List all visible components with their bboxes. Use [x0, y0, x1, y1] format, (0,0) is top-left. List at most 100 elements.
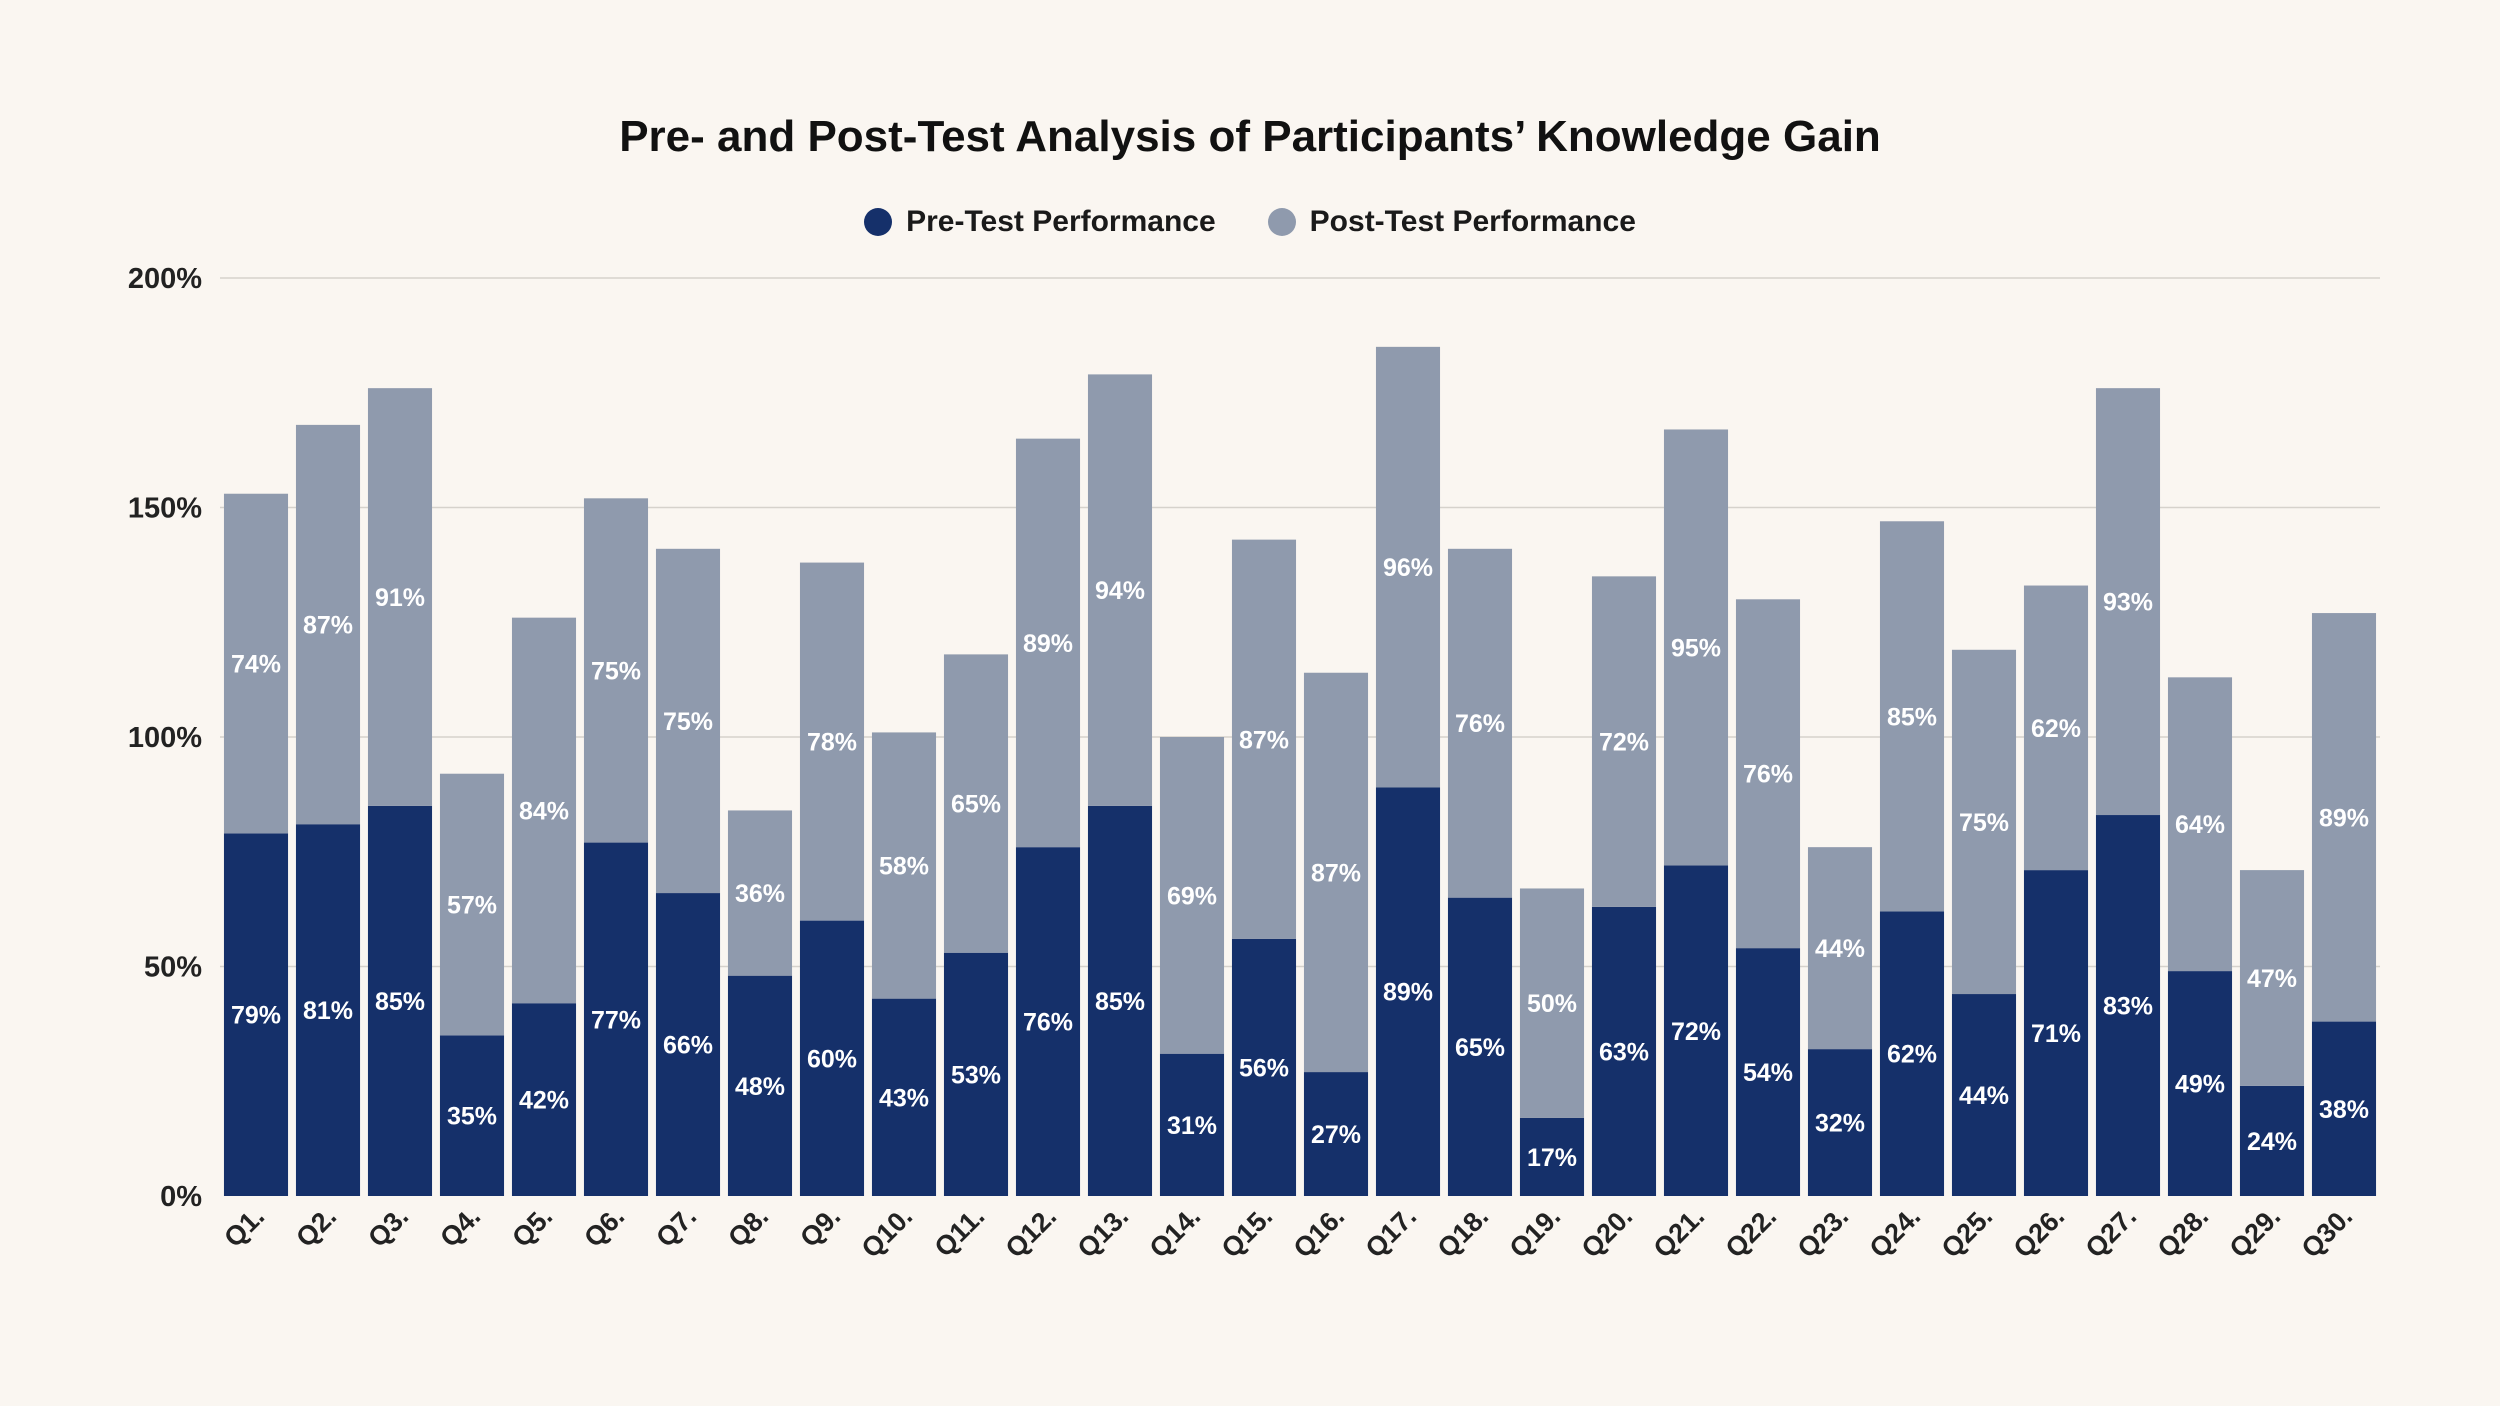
legend-label-post-test: Post-Test Performance [1309, 205, 1636, 238]
bar-pre-test [1663, 865, 1729, 1196]
bar-post-test [943, 654, 1009, 953]
data-label-post-test: 93% [2103, 589, 2153, 617]
data-label-pre-test: 63% [1599, 1038, 1649, 1066]
data-label-post-test: 74% [231, 651, 281, 679]
x-tick-label: Q3. [362, 1201, 414, 1253]
bar-post-test [1663, 429, 1729, 866]
x-tick-label: Q20. [1576, 1201, 1639, 1264]
bar-post-test [799, 562, 865, 921]
data-label-post-test: 94% [1095, 577, 1145, 605]
data-label-pre-test: 35% [447, 1103, 497, 1131]
bar-pre-test [871, 998, 937, 1196]
x-tick-label: Q14. [1144, 1201, 1207, 1264]
data-label-post-test: 84% [519, 797, 569, 825]
y-tick-label: 200% [128, 263, 202, 295]
bar-pre-test [1519, 1117, 1585, 1196]
bar-post-test [727, 810, 793, 976]
bar-post-test [1591, 576, 1657, 907]
data-label-post-test: 57% [447, 892, 497, 920]
bar-pre-test [439, 1035, 505, 1196]
legend-label-pre-test: Pre-Test Performance [906, 205, 1216, 238]
bar-post-test [871, 732, 937, 999]
bar-post-test [655, 548, 721, 894]
y-tick-label: 100% [128, 722, 202, 754]
legend-item-pre-test[interactable]: Pre-Test Performance [864, 205, 1216, 239]
data-label-post-test: 96% [1383, 554, 1433, 582]
x-tick-label: Q27. [2080, 1201, 2143, 1264]
data-label-pre-test: 85% [1095, 988, 1145, 1016]
data-label-pre-test: 42% [519, 1087, 569, 1115]
x-tick-label: Q11. [929, 1201, 991, 1263]
data-label-post-test: 65% [951, 791, 1001, 819]
bar-post-test [2311, 613, 2377, 1022]
x-tick-label: Q13. [1072, 1201, 1135, 1264]
data-label-pre-test: 85% [375, 988, 425, 1016]
data-label-post-test: 85% [1887, 703, 1937, 731]
x-tick-label: Q29. [2224, 1201, 2287, 1264]
data-label-post-test: 62% [2031, 715, 2081, 743]
x-tick-label: Q4. [434, 1201, 486, 1253]
x-tick-label: Q5. [506, 1201, 558, 1253]
data-label-post-test: 75% [591, 657, 641, 685]
bar-post-test [2095, 388, 2161, 816]
data-label-post-test: 78% [807, 729, 857, 757]
bar-pre-test [223, 833, 289, 1196]
data-label-pre-test: 60% [807, 1045, 857, 1073]
legend-swatch-post-test [1267, 208, 1296, 236]
bar-post-test [2023, 585, 2089, 871]
x-tick-label: Q24. [1864, 1201, 1927, 1264]
data-label-post-test: 91% [375, 584, 425, 612]
bar-pre-test [583, 842, 649, 1196]
x-tick-label: Q23. [1792, 1201, 1855, 1264]
bar-pre-test [2167, 971, 2233, 1196]
data-label-pre-test: 24% [2247, 1128, 2297, 1156]
bar-pre-test [1159, 1053, 1225, 1196]
x-tick-label: Q21. [1648, 1201, 1711, 1264]
x-tick-label: Q22. [1720, 1201, 1783, 1264]
bar-pre-test [1231, 938, 1297, 1196]
bar-pre-test [1879, 911, 1945, 1196]
data-label-pre-test: 49% [2175, 1071, 2225, 1099]
x-tick-label: Q18. [1432, 1201, 1495, 1264]
x-tick-label: Q19. [1504, 1201, 1567, 1264]
x-tick-label: Q30. [2296, 1201, 2359, 1264]
data-label-post-test: 87% [1239, 726, 1289, 754]
bar-post-test [1879, 521, 1945, 912]
data-label-post-test: 75% [663, 708, 713, 736]
data-label-pre-test: 43% [879, 1084, 929, 1112]
data-label-post-test: 58% [879, 853, 929, 881]
bar-post-test [223, 493, 289, 834]
data-label-pre-test: 81% [303, 997, 353, 1025]
data-label-pre-test: 66% [663, 1032, 713, 1060]
bar-pre-test [655, 893, 721, 1196]
data-label-post-test: 87% [1311, 859, 1361, 887]
bar-pre-test [1303, 1072, 1369, 1196]
bar-post-test [1519, 888, 1585, 1118]
x-tick-label: Q12. [1000, 1201, 1063, 1264]
data-label-pre-test: 62% [1887, 1041, 1937, 1069]
legend-item-post-test[interactable]: Post-Test Performance [1267, 205, 1636, 239]
bar-post-test [367, 388, 433, 806]
y-tick-label: 150% [128, 493, 202, 525]
data-label-post-test: 76% [1743, 761, 1793, 789]
data-label-post-test: 47% [2247, 965, 2297, 993]
data-label-pre-test: 54% [1743, 1059, 1793, 1087]
bar-post-test [439, 773, 505, 1036]
bar-post-test [511, 617, 577, 1004]
data-label-pre-test: 31% [1167, 1112, 1217, 1140]
data-label-post-test: 87% [303, 612, 353, 640]
data-label-pre-test: 56% [1239, 1054, 1289, 1082]
data-label-pre-test: 27% [1311, 1121, 1361, 1149]
data-label-pre-test: 48% [735, 1073, 785, 1101]
bar-post-test [1231, 539, 1297, 939]
data-label-post-test: 69% [1167, 882, 1217, 910]
y-tick-label: 0% [160, 1181, 202, 1213]
data-label-pre-test: 77% [591, 1006, 641, 1034]
x-tick-label: Q28. [2152, 1201, 2215, 1264]
data-label-post-test: 64% [2175, 811, 2225, 839]
data-label-pre-test: 53% [951, 1061, 1001, 1089]
bar-pre-test [1087, 805, 1153, 1196]
data-label-pre-test: 32% [1815, 1110, 1865, 1138]
data-label-post-test: 72% [1599, 729, 1649, 757]
